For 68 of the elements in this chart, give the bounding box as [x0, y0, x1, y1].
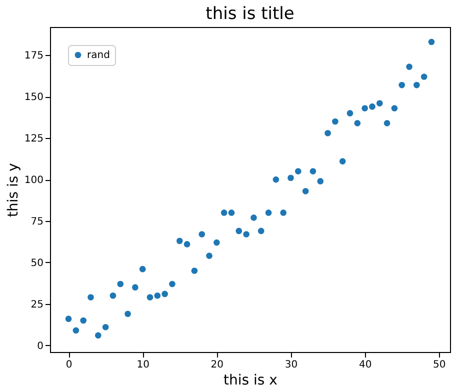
point	[406, 64, 412, 70]
x-tick-label: 40	[358, 360, 372, 370]
point	[398, 82, 406, 88]
y-tick-label: 100	[24, 175, 44, 186]
point	[88, 294, 94, 300]
point	[369, 103, 376, 110]
point	[206, 252, 212, 259]
point	[146, 294, 154, 300]
point	[339, 158, 346, 164]
point	[154, 292, 161, 299]
point	[414, 82, 420, 88]
legend-label: rand	[87, 50, 110, 61]
point	[80, 317, 86, 324]
point	[102, 324, 109, 330]
point	[176, 238, 183, 244]
point	[332, 118, 338, 125]
point	[428, 38, 435, 46]
point	[280, 210, 286, 216]
point	[139, 266, 146, 272]
y-tick-label: 0	[37, 340, 44, 352]
point	[324, 130, 331, 136]
point	[169, 280, 176, 288]
point	[250, 214, 257, 221]
point	[272, 176, 280, 183]
point	[214, 239, 220, 246]
point	[198, 231, 206, 238]
point	[420, 74, 428, 80]
x-axis-title: this is x	[224, 372, 278, 386]
point	[117, 280, 124, 288]
x-tick-label: 10	[136, 360, 150, 370]
point	[258, 228, 264, 234]
y-tick-label: 150	[24, 92, 44, 104]
point	[184, 241, 190, 248]
point	[236, 228, 242, 234]
point	[391, 105, 398, 112]
point	[265, 210, 272, 216]
x-tick-label: 30	[284, 360, 298, 370]
point	[288, 174, 294, 182]
point	[191, 268, 198, 274]
point	[384, 120, 390, 126]
y-tick-label: 50	[30, 258, 44, 269]
point	[124, 310, 131, 318]
point	[132, 284, 138, 290]
y-axis-title: this is y	[5, 163, 22, 217]
x-tick-label: 50	[433, 360, 446, 370]
point	[94, 332, 102, 339]
x-tick-label: 0	[66, 360, 72, 370]
point	[110, 292, 116, 299]
y-tick-label: 25	[30, 299, 44, 310]
y-tick-label: 175	[24, 50, 44, 62]
y-tick-label: 125	[24, 134, 44, 145]
point	[220, 210, 228, 216]
point	[346, 110, 354, 116]
point	[228, 210, 235, 216]
point	[310, 168, 316, 174]
point	[294, 168, 302, 174]
point	[72, 327, 80, 334]
point	[162, 290, 168, 298]
point	[317, 178, 324, 184]
point	[354, 120, 361, 126]
point	[376, 100, 383, 106]
point	[362, 105, 368, 112]
chart-title: this is title	[206, 4, 294, 24]
x-tick-label: 20	[210, 360, 224, 370]
point	[302, 188, 309, 194]
y-tick-label: 75	[30, 216, 44, 228]
point	[65, 316, 72, 322]
point	[243, 231, 250, 238]
